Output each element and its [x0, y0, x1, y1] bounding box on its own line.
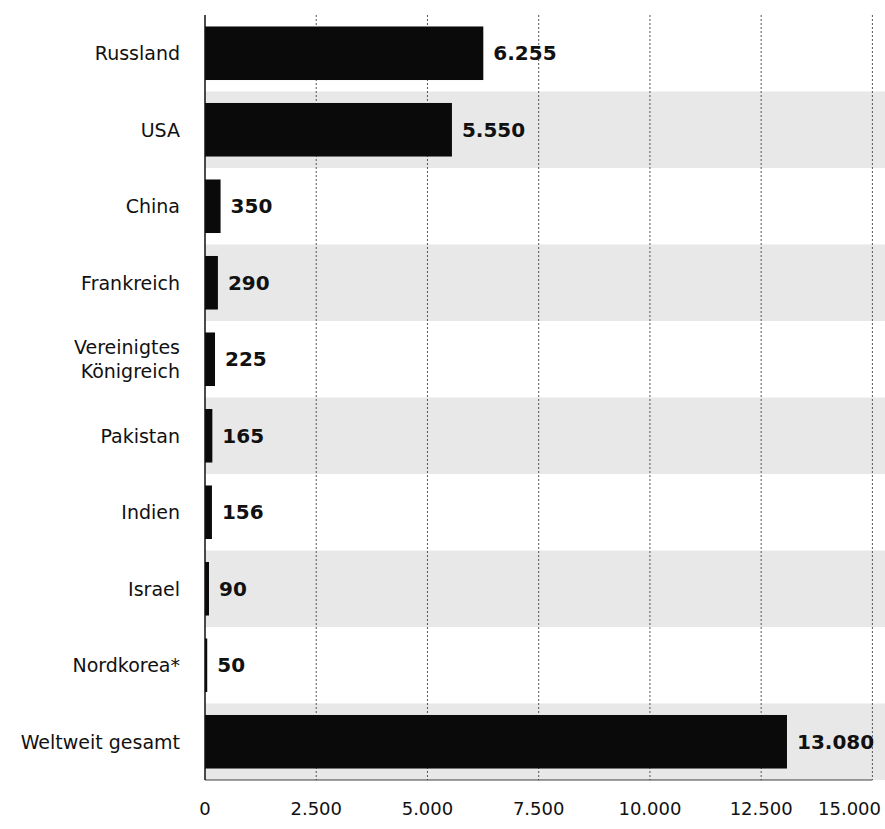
category-label: Russland — [95, 42, 180, 64]
category-label: USA — [141, 119, 180, 141]
axis-line — [205, 780, 872, 781]
row-band — [205, 398, 885, 475]
data-label: 5.550 — [462, 118, 525, 142]
row-band — [205, 704, 885, 781]
bars — [205, 26, 787, 768]
data-label: 290 — [228, 271, 270, 295]
category-label: Weltweit gesamt — [21, 731, 180, 753]
grid-line — [649, 15, 650, 780]
data-label: 156 — [222, 500, 264, 524]
bar — [205, 26, 483, 80]
category-label: Frankreich — [81, 272, 180, 294]
data-label: 6.255 — [493, 41, 556, 65]
tick-label: 2.500 — [290, 798, 342, 819]
bar — [205, 485, 212, 539]
tick-label: 5.000 — [402, 798, 454, 819]
bar — [205, 103, 452, 157]
category-label: Pakistan — [100, 425, 180, 447]
row-band — [205, 245, 885, 322]
grid-line — [761, 15, 762, 780]
tick-label: 12.500 — [730, 798, 793, 819]
data-label: 350 — [231, 194, 273, 218]
grid-line — [538, 15, 539, 780]
chart: 0 2.500 5.000 7.500 10.000 12.500 15.000 6.255 R… — [0, 0, 885, 829]
data-label: 13.080 — [797, 730, 874, 754]
category-label: Nordkorea* — [72, 654, 180, 676]
data-label: 90 — [219, 577, 247, 601]
tick-label: 15.000 — [818, 798, 881, 819]
category-label: China — [126, 195, 180, 217]
category-label: Indien — [121, 501, 180, 523]
grid-line — [872, 15, 873, 780]
data-label: 165 — [222, 424, 264, 448]
axis-line — [204, 15, 206, 780]
tick-label: 0 — [199, 798, 210, 819]
bar — [205, 256, 218, 310]
data-label: 50 — [217, 653, 245, 677]
category-label: VereinigtesKönigreich — [74, 336, 180, 382]
row-band — [205, 551, 885, 628]
data-label: 225 — [225, 347, 267, 371]
bar — [205, 332, 215, 386]
bar — [205, 179, 221, 233]
category-label: Israel — [128, 578, 180, 600]
bar — [205, 715, 787, 769]
bar — [205, 409, 212, 463]
tick-label: 10.000 — [618, 798, 681, 819]
row-band — [205, 92, 885, 169]
tick-label: 7.500 — [513, 798, 565, 819]
